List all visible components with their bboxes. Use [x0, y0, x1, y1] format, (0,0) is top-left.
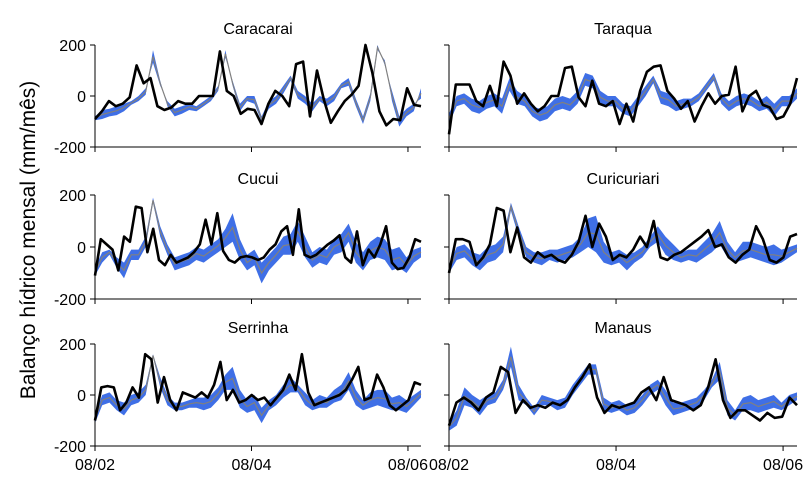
band-centre-line — [94, 355, 422, 420]
band-centre-line — [448, 204, 798, 270]
x-tick-label: 08/02 — [75, 457, 115, 474]
uncertainty-band — [95, 197, 421, 284]
panel-title: Taraqua — [594, 21, 652, 38]
band-centre-line — [94, 45, 422, 123]
panel-title: Manaus — [595, 320, 652, 337]
observed-line — [93, 205, 422, 276]
observed-line — [447, 60, 799, 135]
x-tick-label: 08/04 — [596, 457, 636, 474]
panel-title: Caracarai — [223, 21, 292, 38]
y-tick-label: 0 — [77, 89, 86, 106]
panel-title: Serrinha — [228, 320, 289, 337]
y-axis-label: Balanço hídrico mensal (mm/mês) — [17, 81, 40, 400]
y-tick-label: 0 — [77, 240, 86, 257]
panel-cucui: Cucui 200 0 -200 — [54, 171, 422, 309]
y-tick-label: 200 — [59, 337, 86, 354]
observed-line — [447, 357, 798, 426]
observed-line — [94, 43, 422, 127]
y-tick-label: 200 — [59, 38, 86, 55]
uncertainty-band — [449, 202, 797, 273]
panels-group: Caracarai 200 0 -200 Taraqua Cucui 200 0 -200 Cur… — [54, 21, 803, 474]
panel-manaus: Manaus 08/02 08/04 08/06 — [429, 320, 803, 474]
y-tick-label: -200 — [54, 292, 86, 309]
x-tick-label: 08/02 — [429, 457, 469, 474]
panel-title: Cucui — [238, 171, 279, 188]
x-tick-label: 08/06 — [388, 457, 428, 474]
y-tick-label: 0 — [77, 388, 86, 405]
panel-curicuriari: Curicuriari — [444, 171, 798, 304]
uncertainty-band — [95, 354, 421, 424]
observed-line — [447, 206, 798, 274]
x-tick-label: 08/04 — [231, 457, 271, 474]
panel-title: Curicuriari — [587, 171, 660, 188]
x-tick-label: 08/06 — [763, 457, 803, 474]
band-centre-line — [448, 75, 798, 120]
y-tick-label: -200 — [54, 439, 86, 456]
y-tick-label: -200 — [54, 140, 86, 157]
panel-caracarai: Caracarai 200 0 -200 — [54, 21, 422, 157]
observed-line — [93, 352, 422, 421]
panel-taraqua: Taraqua — [444, 21, 799, 152]
y-tick-label: 200 — [59, 188, 86, 205]
